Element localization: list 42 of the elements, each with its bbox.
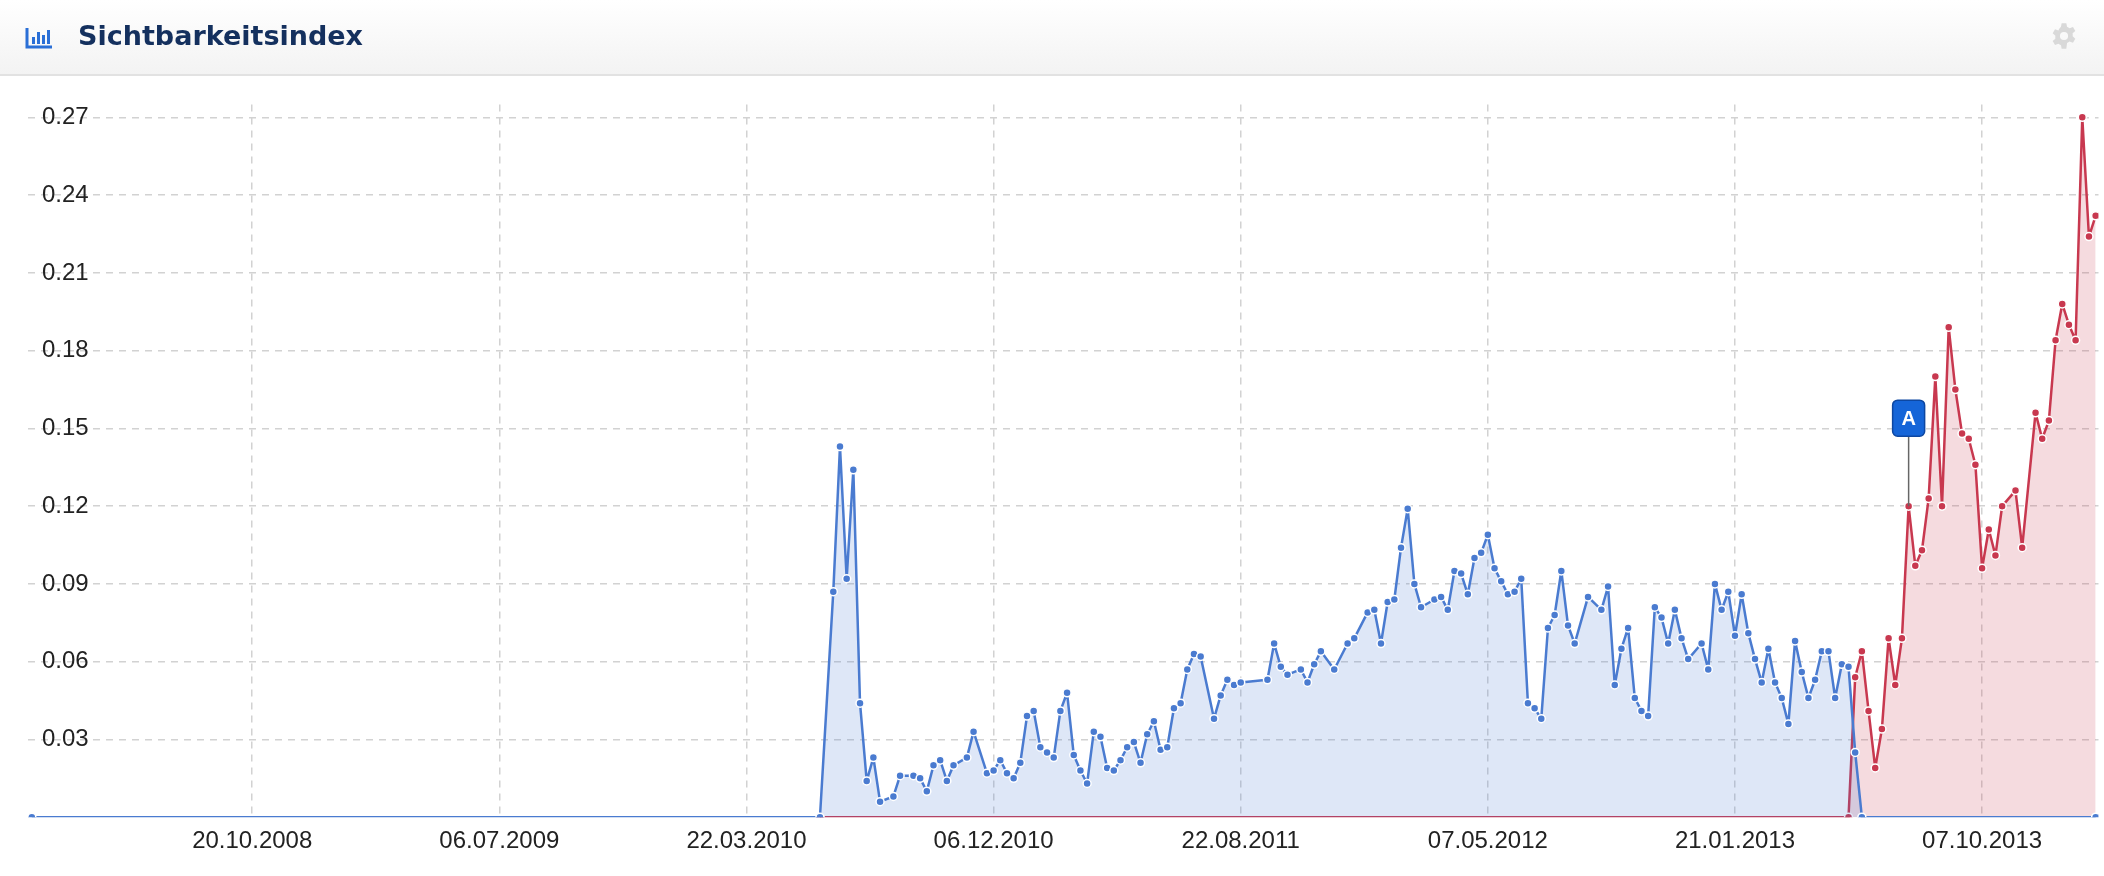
y-tick-label: 0.24 xyxy=(42,179,89,207)
y-tick-label: 0.18 xyxy=(42,335,89,363)
point xyxy=(2017,542,2027,553)
point xyxy=(2044,415,2054,426)
point xyxy=(1937,501,1947,511)
point xyxy=(2084,231,2094,242)
y-tick-label: 0.15 xyxy=(42,413,89,441)
y-tick-label: 0.12 xyxy=(42,490,89,518)
y-tick-label: 0.03 xyxy=(42,724,89,752)
x-tick-label: 21.01.2013 xyxy=(1674,826,1796,854)
y-tick-label: 0.09 xyxy=(42,568,89,596)
point xyxy=(1897,633,1907,644)
x-tick-label: 22.08.2011 xyxy=(1181,826,1300,854)
y-tick-label: 0.21 xyxy=(42,257,89,285)
point xyxy=(2077,112,2088,123)
point xyxy=(1990,550,2001,561)
point xyxy=(1963,434,1974,444)
y-tick-label: 0.06 xyxy=(42,646,89,674)
y-tick-label: 0.27 xyxy=(42,101,89,129)
point xyxy=(2050,335,2061,346)
x-tick-label: 22.03.2010 xyxy=(686,826,807,854)
point xyxy=(1877,724,1887,734)
x-tick-label: 20.10.2008 xyxy=(192,826,313,854)
x-tick-label: 06.07.2009 xyxy=(439,826,560,854)
point xyxy=(1917,545,1927,555)
point xyxy=(2070,335,2081,346)
chart-title: Sichtbarkeitsindex xyxy=(78,20,364,51)
point xyxy=(2037,434,2047,444)
point xyxy=(1910,561,1921,571)
point xyxy=(1977,563,1987,574)
x-tick-label: 07.10.2013 xyxy=(1922,826,2043,854)
point xyxy=(1997,501,2007,511)
x-tick-label: 07.05.2012 xyxy=(1427,826,1548,854)
x-tick-label: 06.12.2010 xyxy=(933,826,1054,854)
point xyxy=(1957,428,1967,439)
point xyxy=(2057,299,2067,309)
point xyxy=(2064,319,2074,330)
point xyxy=(1890,680,1901,690)
point xyxy=(1850,672,1860,682)
annotation: A xyxy=(1901,406,1916,429)
point xyxy=(1870,763,1880,773)
point xyxy=(1970,459,1981,470)
